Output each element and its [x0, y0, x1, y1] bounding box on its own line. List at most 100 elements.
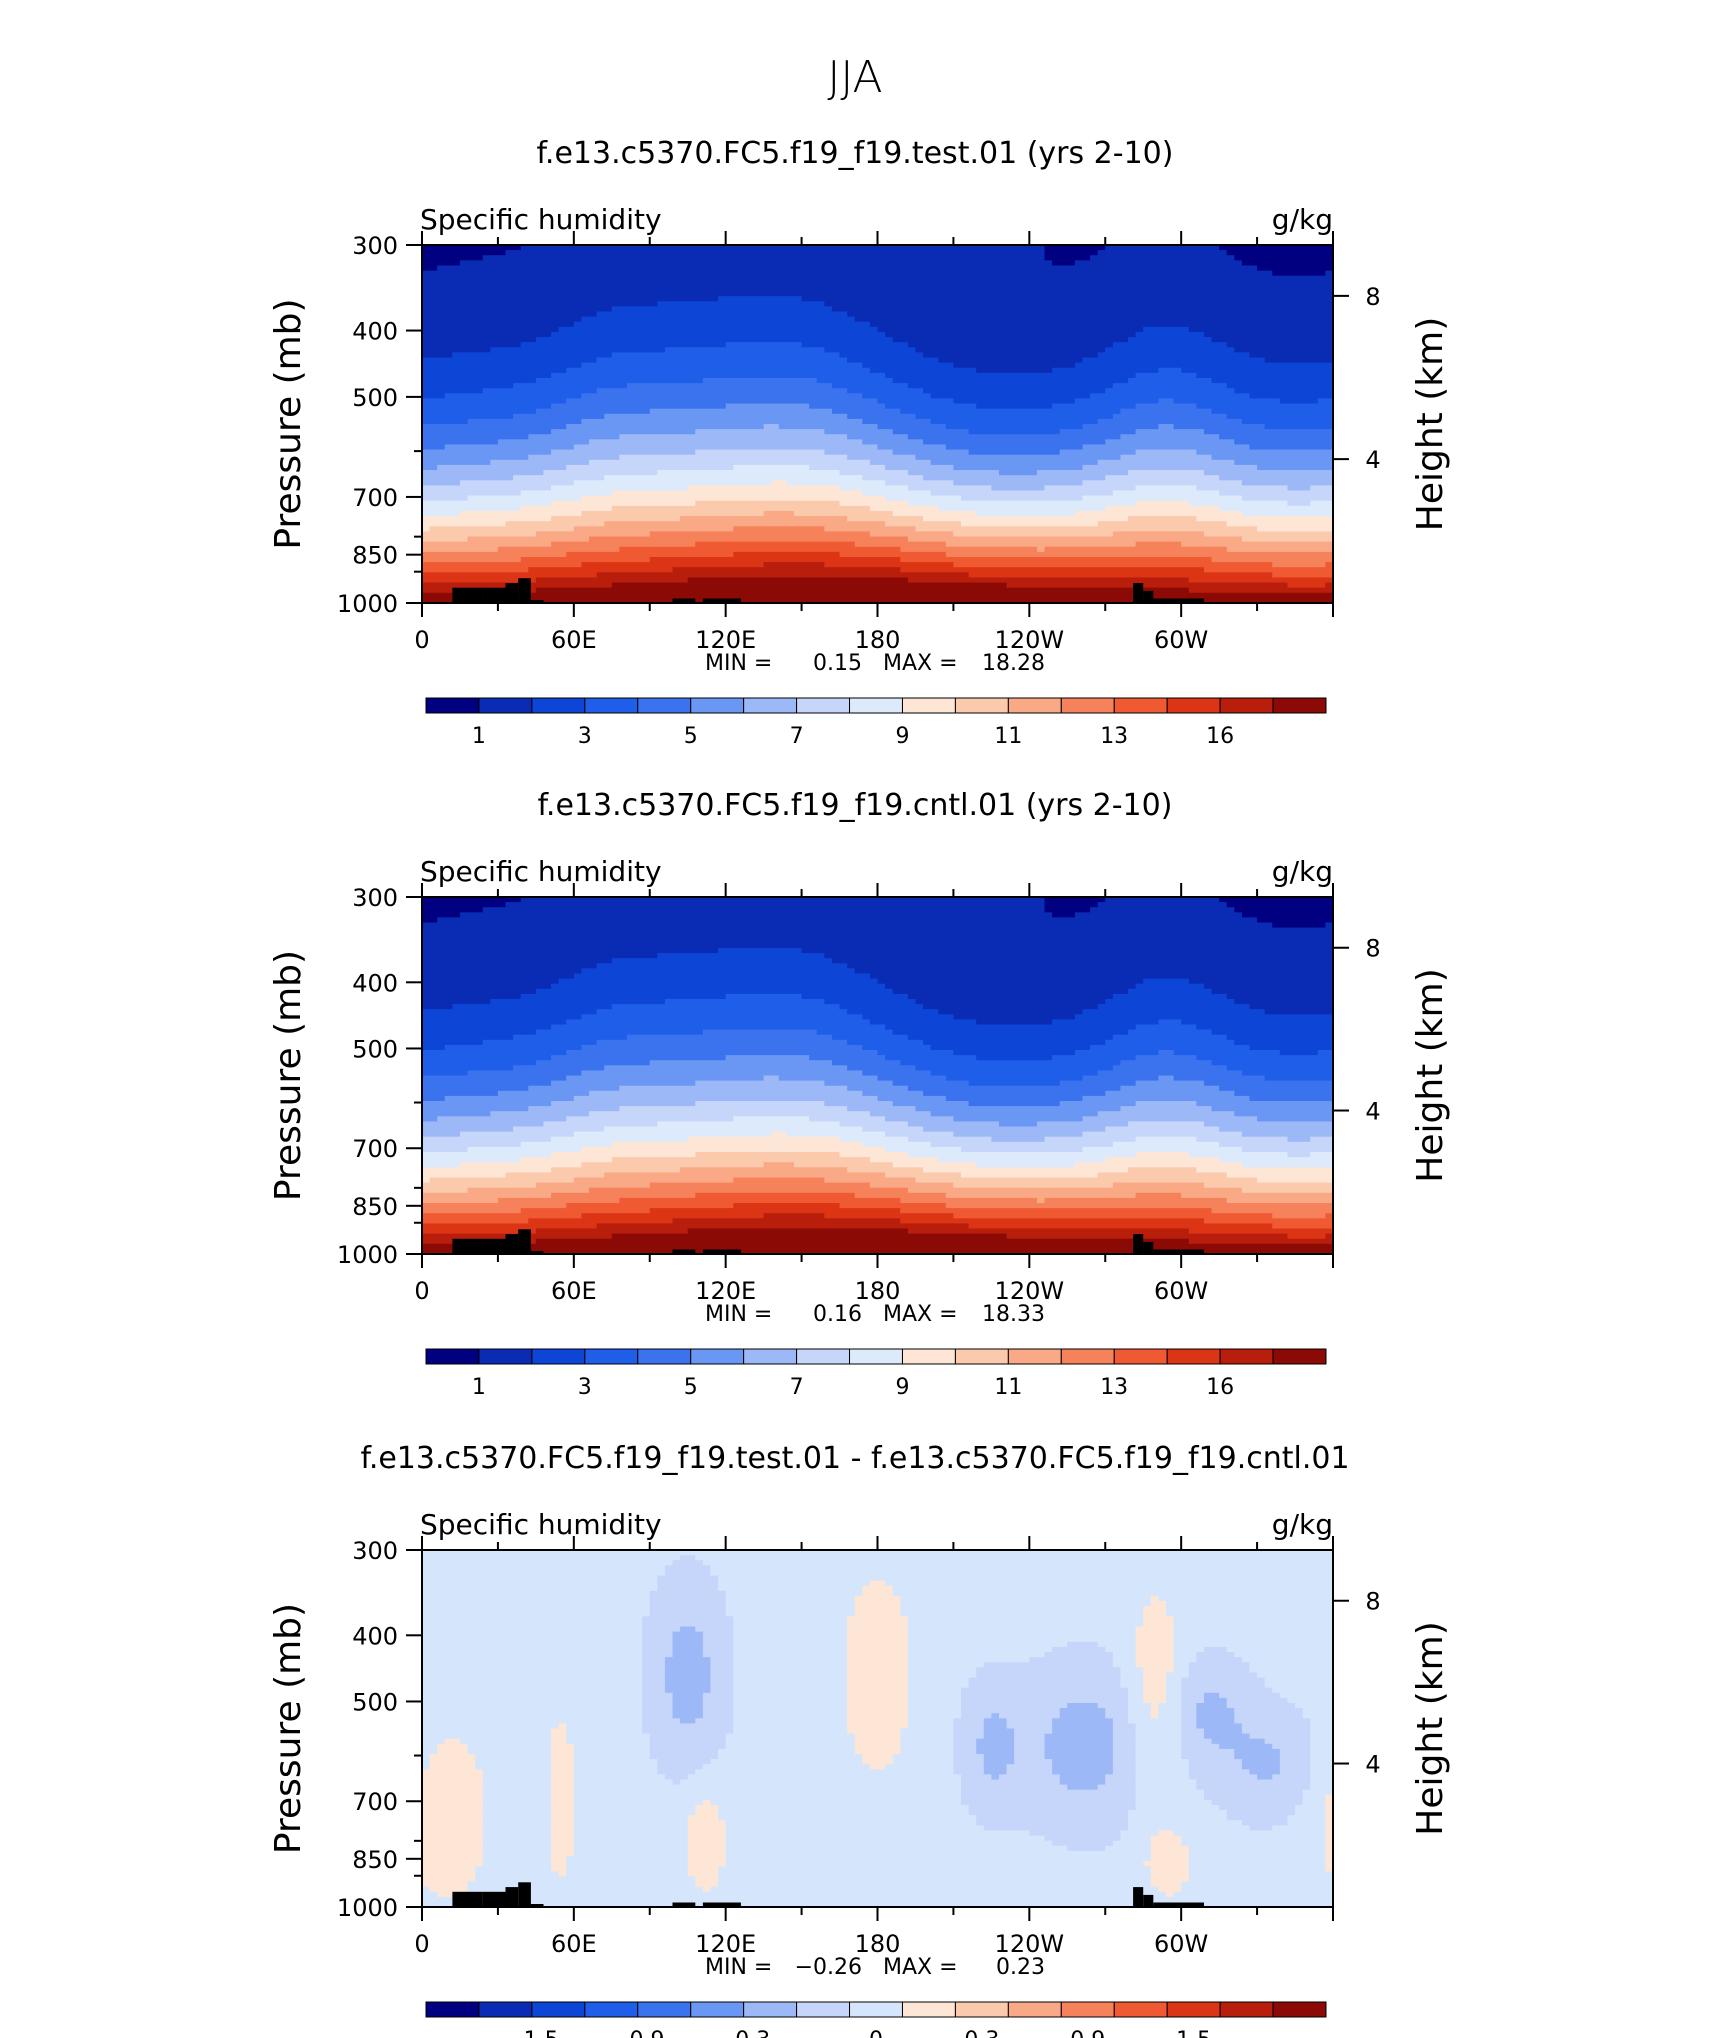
contour-cell	[1234, 1748, 1281, 1755]
contour-cell	[422, 1626, 643, 1633]
contour-cell	[1052, 1764, 1114, 1770]
contour-cell	[687, 1830, 727, 1837]
contour-cell	[459, 1162, 583, 1168]
contour-cell	[1112, 1723, 1137, 1730]
contour-cell	[687, 1850, 727, 1857]
contour-cell	[422, 1004, 453, 1010]
contour-cell	[1135, 1779, 1197, 1786]
contour-cell	[1188, 587, 1334, 594]
contour-cell	[1150, 1601, 1167, 1607]
height-tick-label: 8	[1365, 935, 1380, 963]
contour-cell	[642, 1713, 674, 1719]
variable-name: Specific humidity	[420, 1508, 662, 1541]
contour-cell	[520, 490, 613, 497]
contour-cell	[422, 352, 453, 359]
contour-cell	[1150, 1835, 1182, 1842]
contour-cell	[422, 1565, 666, 1571]
contour-cell	[718, 1810, 970, 1816]
contour-cell	[566, 1723, 643, 1730]
contour-cell	[1112, 1754, 1137, 1760]
contour-cell	[1150, 1871, 1190, 1877]
contour-cell	[687, 485, 841, 492]
contour-cell	[422, 567, 529, 573]
contour-cell	[847, 1687, 909, 1694]
contour-cell	[892, 510, 977, 517]
contour-cell	[1143, 1692, 1167, 1699]
contour-cell	[1135, 1723, 1182, 1730]
contour-cell	[1173, 1891, 1334, 1898]
contour-cell	[1173, 1621, 1334, 1628]
height-tick-label: 4	[1365, 446, 1380, 474]
y-tick-label: 850	[352, 542, 398, 570]
contour-cell	[1181, 541, 1334, 548]
contour-cell	[885, 372, 1137, 379]
contour-cell	[718, 1585, 863, 1592]
contour-cell	[422, 577, 537, 584]
contour-cell	[573, 1769, 658, 1775]
contour-cell	[1234, 388, 1334, 394]
contour-cell	[1310, 1136, 1334, 1143]
contour-cell	[422, 1815, 484, 1821]
contour-cell	[1135, 1152, 1190, 1158]
contour-cell	[1044, 245, 1106, 251]
contour-cell	[695, 1101, 825, 1107]
contour-cell	[1082, 444, 1251, 451]
contour-cell	[1052, 1769, 1114, 1775]
contour-cell	[930, 1070, 1099, 1077]
contour-cell	[459, 480, 575, 486]
contour-cell	[611, 1141, 863, 1148]
contour-cell	[551, 1840, 575, 1847]
contour-cell	[953, 1759, 985, 1765]
contour-cell	[1112, 1182, 1205, 1189]
contour-cell	[953, 1723, 985, 1730]
contour-cell	[422, 1881, 469, 1888]
contour-cell	[1234, 1708, 1304, 1714]
contour-cell	[824, 301, 1334, 307]
contour-cell	[664, 1774, 689, 1781]
contour-cell	[907, 1136, 992, 1143]
contour-cell	[877, 978, 1144, 985]
contour-cell	[1203, 1697, 1228, 1704]
contour-cell	[900, 1748, 955, 1755]
contour-cell	[900, 408, 1122, 415]
contour-cell	[907, 1626, 1137, 1633]
contour-cell	[422, 1799, 484, 1806]
contour-cell	[596, 963, 848, 969]
contour-cell	[422, 978, 560, 985]
contour-cell	[649, 1601, 727, 1607]
contour-cell	[961, 1708, 1061, 1714]
contour-cell	[437, 1116, 567, 1122]
contour-cell	[695, 1881, 719, 1888]
contour-cell	[877, 398, 955, 405]
contour-cell	[566, 1075, 765, 1082]
contour-cell	[968, 429, 1061, 435]
contour-cell	[551, 1789, 575, 1796]
contour-cell	[1181, 1682, 1266, 1689]
contour-cell	[1211, 337, 1334, 343]
contour-cell	[422, 439, 499, 446]
contour-cell	[1067, 1784, 1099, 1791]
contour-cell	[573, 321, 871, 328]
contour-cell	[1044, 1197, 1228, 1204]
contour-cell	[566, 367, 871, 374]
contour-cell	[1143, 1682, 1167, 1689]
contour-cell	[422, 1024, 552, 1031]
contour-cell	[930, 490, 1114, 497]
contour-cell	[847, 1657, 909, 1663]
contour-cell	[847, 1667, 909, 1673]
contour-cell	[702, 1646, 734, 1653]
contour-cell	[847, 1697, 909, 1704]
contour-cell	[672, 1636, 704, 1643]
contour-cell	[983, 1733, 1015, 1740]
contour-cell	[847, 1728, 901, 1735]
contour-cell	[642, 1636, 674, 1643]
contour-cell	[725, 1825, 985, 1832]
contour-cell	[733, 1672, 848, 1679]
contour-cell	[1150, 1713, 1159, 1719]
contour-cell	[687, 1774, 962, 1781]
colorbar-box	[1272, 2001, 1327, 2018]
contour-cell	[1105, 897, 1220, 903]
contour-cell	[907, 577, 1190, 584]
contour-cell	[1158, 424, 1175, 430]
contour-cell	[672, 1713, 704, 1719]
